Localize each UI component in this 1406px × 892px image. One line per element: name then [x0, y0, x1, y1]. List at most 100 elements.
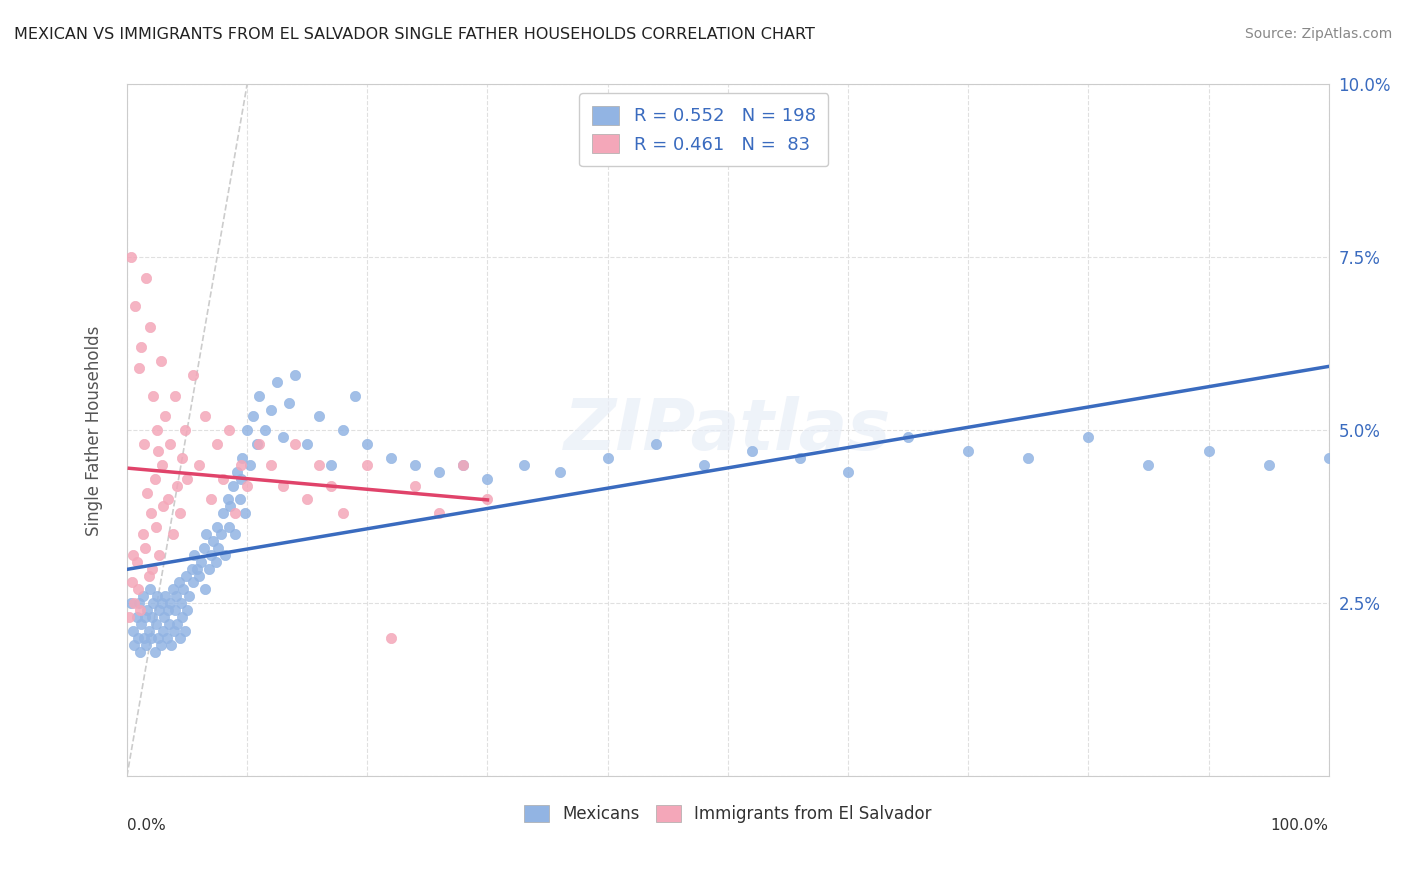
Point [404, 458, 426, 472]
Point [193, 541, 215, 555]
Point [142, 596, 165, 610]
Point [266, 375, 288, 389]
Point [120, 251, 142, 265]
Point [477, 492, 499, 507]
Point [200, 492, 222, 507]
Point [152, 500, 174, 514]
Point [180, 562, 202, 576]
Point [149, 354, 172, 368]
Point [219, 500, 242, 514]
Point [136, 485, 159, 500]
Point [1198, 444, 1220, 458]
Point [143, 472, 166, 486]
Point [172, 610, 194, 624]
Point [308, 409, 330, 424]
Point [132, 437, 155, 451]
Point [380, 631, 402, 645]
Point [179, 590, 201, 604]
Point [176, 603, 198, 617]
Point [138, 624, 160, 638]
Point [139, 506, 162, 520]
Point [247, 437, 270, 451]
Point [172, 582, 194, 597]
Point [172, 450, 194, 465]
Point [186, 562, 208, 576]
Point [152, 624, 174, 638]
Point [120, 596, 142, 610]
Point [404, 478, 426, 492]
Point [224, 506, 246, 520]
Point [150, 596, 173, 610]
Point [295, 492, 318, 507]
Point [231, 450, 253, 465]
Point [150, 458, 173, 472]
Point [129, 645, 152, 659]
Point [146, 423, 169, 437]
Point [332, 423, 354, 437]
Point [157, 617, 180, 632]
Point [129, 603, 152, 617]
Point [212, 506, 235, 520]
Point [146, 590, 169, 604]
Point [149, 638, 172, 652]
Point [131, 340, 153, 354]
Point [169, 506, 191, 520]
Point [246, 437, 269, 451]
Point [163, 603, 186, 617]
Point [429, 465, 451, 479]
Point [512, 458, 534, 472]
Point [453, 458, 475, 472]
Point [238, 458, 260, 472]
Point [380, 450, 402, 465]
Point [156, 492, 179, 507]
Point [205, 555, 228, 569]
Point [156, 603, 179, 617]
Point [1077, 430, 1099, 444]
Point [477, 472, 499, 486]
Point [957, 444, 980, 458]
Point [233, 506, 256, 520]
Point [160, 638, 183, 652]
Point [148, 548, 170, 562]
Point [236, 423, 259, 437]
Point [260, 402, 283, 417]
Text: MEXICAN VS IMMIGRANTS FROM EL SALVADOR SINGLE FATHER HOUSEHOLDS CORRELATION CHAR: MEXICAN VS IMMIGRANTS FROM EL SALVADOR S… [14, 27, 815, 42]
Point [162, 582, 184, 597]
Point [693, 458, 716, 472]
Point [197, 562, 219, 576]
Point [200, 548, 222, 562]
Point [169, 631, 191, 645]
Point [188, 568, 211, 582]
Point [188, 458, 211, 472]
Point [183, 548, 205, 562]
Point [142, 389, 165, 403]
Point [242, 409, 264, 424]
Point [218, 423, 240, 437]
Point [141, 562, 163, 576]
Point [202, 533, 225, 548]
Point [118, 610, 141, 624]
Point [194, 409, 217, 424]
Point [1017, 450, 1039, 465]
Point [205, 437, 228, 451]
Point [548, 465, 571, 479]
Point [190, 555, 212, 569]
Point [181, 575, 204, 590]
Point [138, 568, 160, 582]
Point [145, 617, 167, 632]
Point [131, 590, 153, 604]
Point [122, 624, 145, 638]
Point [145, 520, 167, 534]
Point [308, 458, 330, 472]
Point [214, 548, 236, 562]
Point [155, 590, 177, 604]
Point [226, 465, 249, 479]
Point [284, 437, 307, 451]
Point [174, 568, 197, 582]
Point [295, 437, 318, 451]
Point [122, 548, 145, 562]
Point [229, 472, 252, 486]
Point [148, 603, 170, 617]
Point [1257, 458, 1279, 472]
Point [229, 492, 252, 507]
